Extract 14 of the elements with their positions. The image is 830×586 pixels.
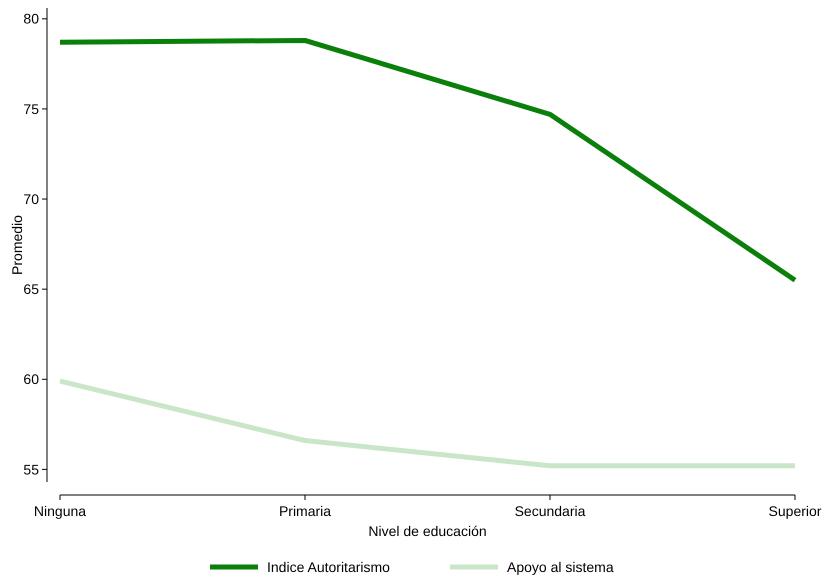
y-axis-title: Promedio bbox=[9, 214, 25, 275]
legend-label: Apoyo al sistema bbox=[507, 559, 614, 575]
y-tick-label: 75 bbox=[23, 100, 40, 117]
y-tick-label: 80 bbox=[23, 10, 40, 27]
legend-label: Indice Autoritarismo bbox=[267, 559, 390, 575]
y-tick-label: 70 bbox=[23, 190, 40, 207]
x-tick-label: Secundaria bbox=[514, 503, 586, 519]
y-tick-label: 65 bbox=[23, 281, 40, 298]
x-tick-label: Primaria bbox=[278, 503, 332, 519]
x-tick-label: Ninguna bbox=[34, 503, 86, 519]
y-tick-label: 55 bbox=[23, 461, 40, 478]
x-tick-label: Superior bbox=[768, 503, 822, 519]
x-axis-title: Nivel de educación bbox=[368, 523, 487, 539]
y-tick-label: 60 bbox=[23, 371, 40, 388]
